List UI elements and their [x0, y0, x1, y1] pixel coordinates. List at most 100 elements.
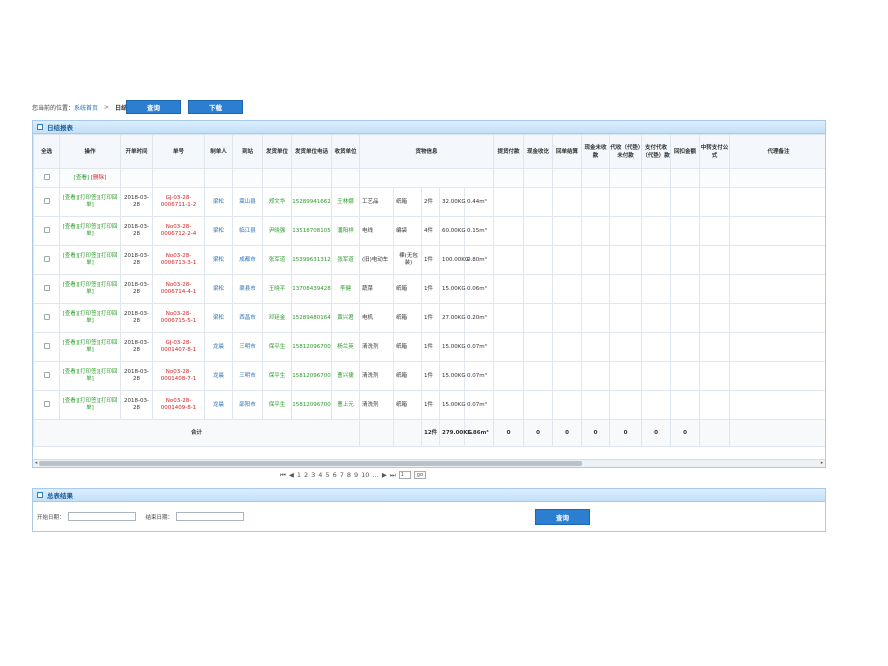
column-header: 回扣金额 [670, 134, 700, 169]
row-actions-links[interactable]: [查看][打印签][打印回单] [62, 253, 118, 266]
row-checkbox[interactable] [43, 342, 50, 349]
row-checkbox[interactable] [43, 400, 50, 407]
row-maker-cell: 梁松 [204, 274, 233, 304]
row-actions-links[interactable]: [查看][打印签][打印回单] [62, 224, 118, 237]
scroll-right-icon[interactable]: ▸ [820, 460, 824, 466]
page-link[interactable]: 1 [296, 471, 301, 479]
cargo-field: 工艺品 [361, 188, 394, 216]
row-checkbox[interactable] [43, 197, 50, 204]
total-cargo-cell: 12件 279.00KG 1.86m³ [359, 419, 494, 447]
panel-collapse-icon[interactable] [37, 492, 43, 498]
download-button[interactable]: 下载 [188, 100, 243, 114]
row-checkbox[interactable] [43, 255, 50, 262]
amount-cell [523, 216, 553, 246]
filter-cell [331, 168, 360, 188]
cargo-field: 0.06m³ [467, 285, 487, 292]
total-amount: 0 [670, 419, 700, 447]
panel-collapse-icon[interactable] [37, 124, 43, 130]
cargo-field: 清洗剂 [361, 362, 394, 390]
row-shipper-phone-cell: 15289941662 [291, 187, 332, 217]
row-order-number[interactable]: No03-28-0006715-5-1 [160, 311, 197, 324]
row-actions-links[interactable]: [查看][打印签][打印回单] [62, 311, 118, 324]
page-link[interactable]: 5 [325, 471, 330, 479]
filter-cell [204, 168, 233, 188]
row-consignee: 潘阳祥 [337, 227, 354, 234]
breadcrumb-prefix: 您当前的位置： [32, 104, 75, 112]
row-select-cell [33, 332, 60, 362]
row-maker-cell: 龙晨 [204, 361, 233, 391]
cargo-field: 0.20m³ [467, 314, 487, 321]
amount-cell [523, 245, 553, 275]
page-link[interactable]: … [372, 471, 379, 479]
total-amount: 0 [609, 419, 642, 447]
amount-cell [699, 187, 730, 217]
row-order-number[interactable]: No03-28-0006714-4-1 [160, 282, 197, 295]
row-order-number[interactable]: GJ-03-28-0001407-8-1 [160, 340, 197, 353]
row-checkbox[interactable] [43, 313, 50, 320]
page-link[interactable]: 10 [361, 471, 370, 479]
page-link[interactable]: 4 [318, 471, 323, 479]
next-page-icon[interactable]: ▶ [381, 471, 387, 479]
first-page-icon[interactable]: ⏮ [280, 470, 286, 479]
page-number-input[interactable]: 1 [398, 471, 411, 479]
row-order-number[interactable]: No03-28-0006713-3-1 [160, 253, 197, 266]
cargo-field: 1件 [422, 391, 440, 419]
horizontal-scrollbar[interactable]: ◂ ▸ [33, 459, 825, 467]
summary-query-button[interactable]: 查询 [535, 509, 590, 525]
filter-cell [609, 168, 642, 188]
column-header: 单号 [152, 134, 205, 169]
row-maker: 梁松 [212, 198, 224, 205]
cargo-field: 编袋 [394, 217, 422, 245]
row-actions-links[interactable]: [查看][打印签][打印回单] [62, 398, 118, 411]
amount-cell [552, 274, 582, 304]
row-actions-links[interactable]: [查看][打印签][打印回单] [62, 282, 118, 295]
amount-cell [729, 274, 825, 304]
row-checkbox[interactable] [43, 371, 50, 378]
row-actions-links[interactable]: [查看][打印签][打印回单] [62, 369, 118, 382]
query-button[interactable]: 查询 [126, 100, 181, 114]
amount-cell [581, 303, 610, 333]
row-actions-links[interactable]: [查看][打印签][打印回单] [62, 195, 118, 208]
page-link[interactable]: 9 [353, 471, 359, 479]
row-order-number[interactable]: No03-28-0001409-8-1 [160, 398, 197, 411]
amount-cell [581, 245, 610, 275]
row-station: 渠县市 [239, 285, 256, 292]
row-shipper-cell: 王晓平 [262, 274, 292, 304]
row-order-number[interactable]: GJ-03-28-0006711-1-2 [160, 195, 197, 208]
row-order-number-cell: No03-28-0006712-2-4 [152, 216, 205, 246]
page-link[interactable]: 6 [332, 471, 337, 479]
prev-page-icon[interactable]: ◀ [288, 471, 294, 479]
page-link[interactable]: 8 [346, 471, 351, 479]
filter-view-link[interactable]: [查看] [73, 174, 90, 181]
row-cargo-cell: 蔬菜 纸箱 1件 15.00KG 0.06m³ [359, 274, 494, 304]
scrollbar-thumb[interactable] [39, 461, 582, 466]
row-actions-links[interactable]: [查看][打印签][打印回单] [62, 340, 118, 353]
amount-cell [729, 332, 825, 362]
row-checkbox[interactable] [43, 284, 50, 291]
amount-cell [641, 274, 671, 304]
go-button[interactable]: go [413, 471, 426, 479]
amount-cell [641, 245, 671, 275]
end-date-input[interactable] [176, 512, 245, 521]
cargo-field: 裸(无包装) [394, 246, 422, 274]
scroll-left-icon[interactable]: ◂ [34, 460, 38, 466]
row-checkbox[interactable] [43, 226, 50, 233]
cargo-info: 清洗剂 纸箱 1件 15.00KG 0.07m³ [361, 391, 493, 419]
column-header: 制单人 [204, 134, 233, 169]
page-link[interactable]: 7 [339, 471, 344, 479]
row-shipper-cell: 张军道 [262, 245, 292, 275]
page-link[interactable]: 3 [311, 471, 316, 479]
row-order-number[interactable]: No03-28-0006712-2-4 [160, 224, 197, 237]
breadcrumb-home-link[interactable]: 系统首页 [74, 104, 99, 112]
select-all-checkbox[interactable] [43, 173, 50, 180]
amount-cell [729, 216, 825, 246]
amount-cell [609, 187, 642, 217]
page-link[interactable]: 2 [304, 471, 309, 479]
amount-cell [609, 274, 642, 304]
start-date-input[interactable] [67, 512, 136, 521]
row-order-number[interactable]: No03-28-0001408-7-1 [160, 369, 197, 382]
filter-delete-link[interactable]: [删除] [90, 174, 107, 181]
row-maker: 梁松 [212, 314, 224, 321]
column-header: 收货单位 [331, 134, 360, 169]
last-page-icon[interactable]: ⏭ [389, 470, 396, 479]
